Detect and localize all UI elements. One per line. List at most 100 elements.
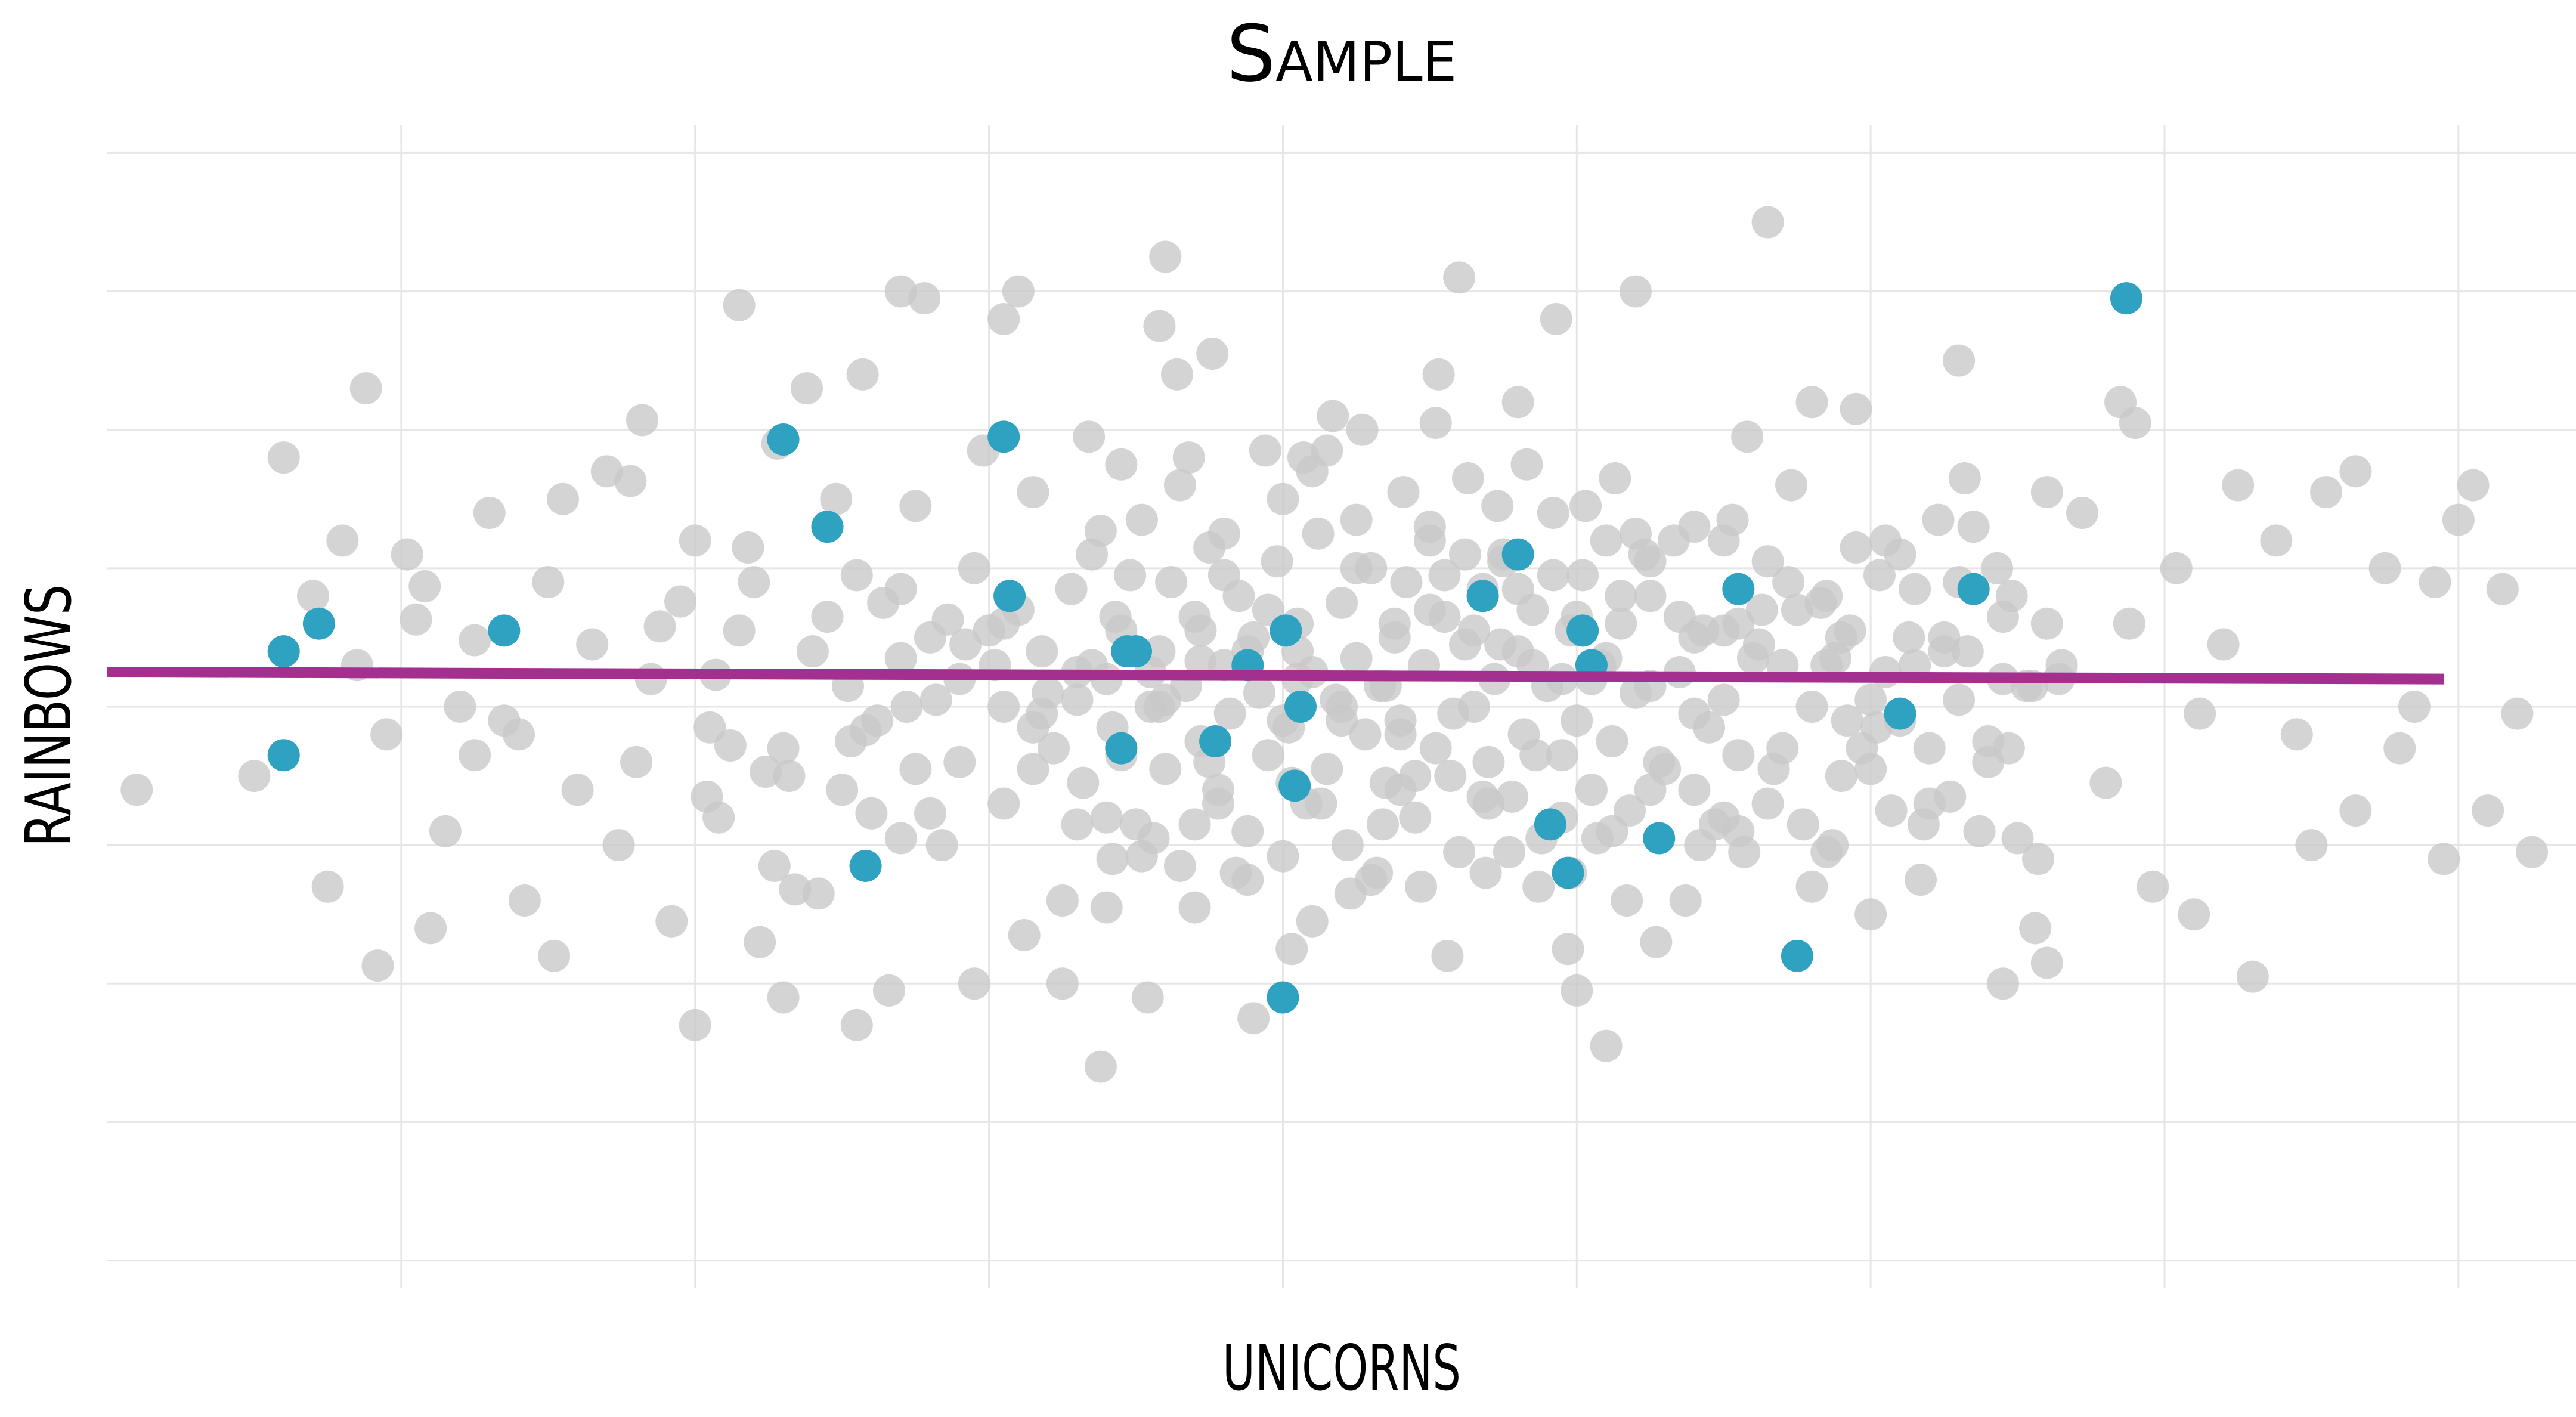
population-point (1149, 753, 1182, 785)
population-point (1311, 753, 1343, 785)
population-point (664, 585, 697, 618)
population-point (1431, 939, 1464, 972)
population-point (1481, 490, 1514, 522)
population-point (1384, 718, 1417, 751)
population-point (1611, 884, 1643, 917)
population-point (2472, 794, 2504, 827)
population-point (238, 760, 271, 793)
population-point (1707, 801, 1740, 834)
population-point (884, 642, 917, 675)
population-point (1163, 469, 1196, 502)
population-point (1149, 240, 1182, 273)
population-point (1501, 386, 1534, 419)
population-point (1599, 462, 1631, 494)
population-point (1590, 1029, 1623, 1062)
population-point (1413, 593, 1446, 626)
population-point (723, 289, 756, 321)
sample-point (302, 607, 335, 640)
population-point (899, 753, 932, 785)
population-point (1405, 870, 1438, 903)
population-point (723, 614, 756, 647)
population-point (1507, 718, 1540, 751)
population-point (1722, 607, 1755, 640)
sample-point (1884, 697, 1916, 730)
population-point (473, 497, 506, 529)
population-point (1834, 614, 1866, 647)
population-point (1928, 635, 1961, 668)
population-point (1922, 503, 1955, 536)
population-point (1840, 392, 1872, 425)
population-point (1795, 870, 1828, 903)
population-point (1061, 683, 1094, 716)
population-point (1387, 476, 1420, 509)
population-point (1340, 503, 1373, 536)
population-point (1899, 573, 1931, 605)
population-point (1055, 573, 1088, 605)
population-point (1561, 974, 1593, 1007)
population-point (1561, 704, 1593, 737)
population-point (1451, 462, 1484, 494)
sample-point (267, 739, 300, 772)
population-point (1863, 559, 1896, 592)
population-point (1419, 407, 1452, 440)
sample-point (1120, 635, 1152, 668)
population-point (1472, 745, 1505, 778)
sample-point (1278, 769, 1311, 802)
sample-points (267, 282, 2142, 1014)
population-point (846, 358, 879, 391)
population-point (1137, 822, 1170, 855)
population-point (1707, 683, 1740, 716)
population-point (693, 711, 726, 744)
population-point (958, 552, 990, 584)
population-point (1913, 732, 1946, 765)
population-point (1172, 441, 1205, 474)
population-point (1384, 774, 1417, 806)
population-point (1678, 697, 1711, 730)
population-point (914, 797, 946, 830)
population-point (1775, 469, 1808, 502)
population-point (1061, 808, 1094, 841)
population-point (1546, 739, 1578, 772)
population-point (503, 718, 535, 751)
population-point (532, 566, 565, 599)
population-point (1575, 774, 1608, 806)
sample-point (1566, 614, 1599, 647)
population-point (1772, 566, 1805, 599)
population-point (1326, 586, 1358, 619)
population-point (732, 531, 764, 564)
population-point (1569, 490, 1602, 522)
population-point (1367, 808, 1399, 841)
population-point (2001, 822, 2034, 855)
population-point (1390, 566, 1423, 599)
population-point (899, 490, 932, 522)
population-point (767, 981, 800, 1014)
population-point (2019, 912, 2052, 945)
population-point (2222, 469, 2255, 502)
population-point (1943, 683, 1975, 716)
population-point (1349, 718, 1382, 751)
population-point (802, 877, 835, 910)
population-point (1846, 732, 1878, 765)
population-point (1105, 448, 1138, 481)
population-point (2419, 566, 2451, 599)
population-point (1196, 338, 1229, 370)
population-point (1038, 732, 1070, 765)
population-point (1951, 635, 1984, 668)
population-point (1986, 967, 2019, 1000)
population-point (958, 967, 990, 1000)
population-point (459, 624, 491, 657)
population-point (1443, 836, 1476, 868)
sample-point (267, 635, 300, 668)
population-point (1840, 531, 1872, 564)
population-point (987, 303, 1020, 335)
population-point (1184, 614, 1217, 647)
population-point (2089, 766, 2122, 799)
population-point (1854, 683, 1887, 716)
y-axis-label: RAINBOWS (13, 584, 85, 847)
population-point (1981, 552, 2014, 584)
population-point (2022, 843, 2055, 875)
population-point (1378, 621, 1411, 654)
population-point (1046, 967, 1079, 1000)
population-point (2236, 960, 2269, 993)
population-point (546, 482, 579, 515)
